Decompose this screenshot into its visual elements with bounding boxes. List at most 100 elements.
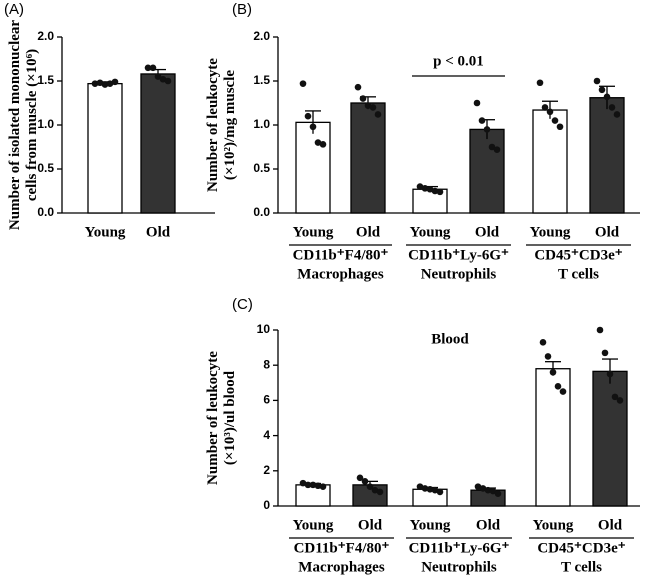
data-point xyxy=(356,474,364,482)
data-point xyxy=(489,487,497,495)
data-point xyxy=(111,78,119,86)
data-point xyxy=(494,490,502,497)
y-tick-label: 0.0 xyxy=(253,205,270,219)
chart-title: Blood xyxy=(431,331,469,347)
data-point xyxy=(536,79,544,87)
x-tick-label: Young xyxy=(530,224,571,240)
group-sublabel: Neutrophils xyxy=(421,266,497,282)
data-point xyxy=(159,75,167,83)
y-tick-label: 2.0 xyxy=(37,29,54,43)
y-tick-label: 1.0 xyxy=(37,117,54,131)
y-tick-label: 0.0 xyxy=(37,205,54,219)
data-point xyxy=(431,486,439,494)
y-tick-label: 0.5 xyxy=(253,161,270,175)
data-point xyxy=(421,485,429,492)
data-point xyxy=(608,104,616,111)
data-point xyxy=(539,339,547,346)
group-sublabel: Macrophages xyxy=(298,559,385,575)
x-tick-label: Old xyxy=(598,517,623,533)
data-point xyxy=(106,80,114,87)
data-point xyxy=(371,486,379,494)
panel-label: (C) xyxy=(232,296,253,313)
data-point xyxy=(436,188,444,196)
x-tick-label: Old xyxy=(476,517,501,533)
group-label: CD45⁺CD3e⁺ xyxy=(534,247,622,263)
data-point xyxy=(154,73,162,80)
y-tick-label: 1.5 xyxy=(37,73,54,87)
group-label: CD11b⁺Ly-6G⁺ xyxy=(408,247,509,263)
bar xyxy=(350,102,386,214)
data-point xyxy=(416,483,424,490)
data-point xyxy=(376,488,384,496)
data-point xyxy=(478,117,486,124)
data-point xyxy=(304,112,312,120)
x-tick-label: Old xyxy=(475,224,500,240)
group-sublabel: Neutrophils xyxy=(421,559,497,575)
data-point xyxy=(593,77,601,85)
bar xyxy=(469,128,505,214)
x-tick-label: Young xyxy=(85,224,126,240)
data-point xyxy=(551,117,559,124)
data-point xyxy=(314,482,322,490)
group-sublabel: T cells xyxy=(561,559,602,575)
data-point xyxy=(319,483,327,490)
y-tick-label: 1.5 xyxy=(253,73,270,87)
y-tick-label: 10 xyxy=(257,322,271,336)
group-label: CD45⁺CD3e⁺ xyxy=(537,540,625,556)
data-point xyxy=(559,388,567,395)
data-point xyxy=(421,185,429,192)
bar xyxy=(87,82,123,214)
x-tick-label: Old xyxy=(595,224,620,240)
data-point xyxy=(361,478,369,485)
y-tick-label: 8 xyxy=(263,357,270,371)
group-sublabel: Macrophages xyxy=(297,266,384,282)
group-label: CD11b⁺F4/80⁺ xyxy=(293,247,389,263)
y-tick-label: 1.0 xyxy=(253,117,270,131)
data-point xyxy=(598,86,606,94)
x-tick-label: Old xyxy=(146,224,171,240)
data-point xyxy=(474,483,482,490)
y-axis-label: Number of isolated mononuclear xyxy=(7,20,23,230)
panel-label: (B) xyxy=(232,1,252,18)
significance-label: p < 0.01 xyxy=(433,53,484,69)
x-tick-label: Young xyxy=(293,517,334,533)
data-point xyxy=(164,77,172,85)
data-point xyxy=(544,353,552,360)
data-point xyxy=(473,99,481,107)
group-label: CD11b⁺Ly-6G⁺ xyxy=(409,540,510,556)
data-point xyxy=(96,79,104,87)
data-point xyxy=(374,111,382,118)
x-tick-label: Young xyxy=(293,224,334,240)
y-tick-label: 2.0 xyxy=(253,29,270,43)
data-point xyxy=(359,95,367,102)
data-point xyxy=(319,141,327,148)
data-point xyxy=(479,485,487,492)
data-point xyxy=(484,486,492,494)
data-point xyxy=(101,81,109,88)
data-point xyxy=(596,326,604,334)
x-tick-label: Young xyxy=(410,517,451,533)
panel-label: (A) xyxy=(4,1,24,18)
data-point xyxy=(369,104,377,111)
data-point xyxy=(354,83,362,91)
data-point xyxy=(549,368,557,376)
data-point xyxy=(299,80,307,87)
data-point xyxy=(556,123,564,131)
x-tick-label: Young xyxy=(410,224,451,240)
y-tick-label: 2 xyxy=(263,463,270,477)
data-point xyxy=(554,383,562,390)
data-point xyxy=(603,93,611,101)
group-label: CD11b⁺F4/80⁺ xyxy=(294,540,390,556)
data-point xyxy=(493,146,501,153)
data-point xyxy=(431,187,439,195)
data-point xyxy=(601,349,609,357)
y-axis-label: Number of leukocyte xyxy=(205,351,221,485)
data-point xyxy=(309,481,317,489)
data-point xyxy=(426,485,434,493)
data-point xyxy=(546,108,554,116)
data-point xyxy=(436,488,444,496)
bar xyxy=(140,73,176,214)
y-axis-label: cells from muscle (×10⁶) xyxy=(24,49,40,201)
data-point xyxy=(606,370,614,378)
